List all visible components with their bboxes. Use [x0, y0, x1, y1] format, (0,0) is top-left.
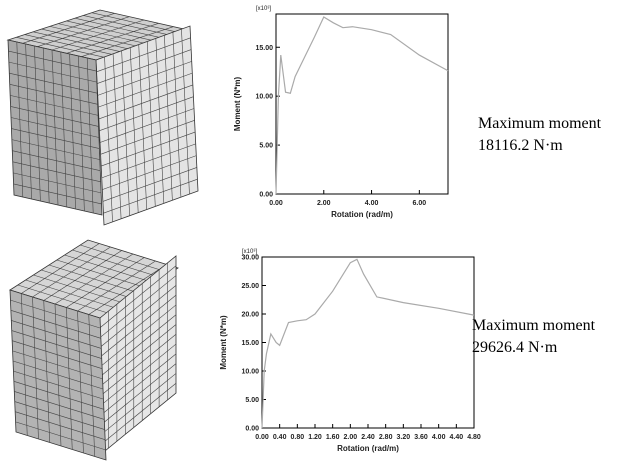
x-axis-label: Rotation (rad/m) [331, 210, 393, 219]
data-line [262, 259, 474, 428]
y-tick-label: 5.00 [259, 143, 273, 150]
plot-frame [276, 14, 448, 194]
x-tick-label: 4.80 [467, 434, 481, 441]
y-multiplier: [x10³] [242, 249, 257, 255]
y-tick-label: 20.00 [241, 312, 259, 319]
x-tick-label: 2.00 [344, 434, 358, 441]
y-tick-label: 10.00 [241, 369, 259, 376]
x-tick-label: 1.60 [326, 434, 340, 441]
y-axis-label: Moment (N*m) [219, 315, 228, 370]
x-tick-label: 2.80 [379, 434, 393, 441]
annotation: 18116.2 N·m [478, 137, 563, 154]
x-tick-label: 0.40 [273, 434, 287, 441]
x-tick-label: 0.80 [291, 434, 305, 441]
y-multiplier: [x10³] [256, 6, 271, 12]
x-tick-label: 4.00 [365, 200, 379, 207]
x-tick-label: 3.60 [414, 434, 428, 441]
x-tick-label: 0.00 [269, 200, 283, 207]
y-tick-label: 15.00 [241, 340, 259, 347]
y-tick-label: 15.00 [255, 45, 273, 52]
y-axis-label: Moment (N*m) [233, 77, 242, 132]
x-tick-label: 6.00 [413, 200, 427, 207]
x-tick-label: 4.00 [432, 434, 446, 441]
x-tick-label: 3.20 [397, 434, 411, 441]
y-tick-label: 30.00 [241, 255, 259, 262]
y-tick-label: 0.00 [245, 426, 259, 433]
figure: 0.00 5.00 10.00 15.00 0.00 2.00 4.00 6.00 [x10³]… [0, 0, 637, 463]
mesh-images [8, 10, 198, 460]
x-axis-label: Rotation (rad/m) [337, 444, 399, 453]
y-tick-label: 0.00 [259, 192, 273, 199]
data-line [276, 17, 448, 194]
annotation: Maximum moment [472, 317, 596, 334]
y-tick-label: 25.00 [241, 283, 259, 290]
x-tick-label: 0.00 [255, 434, 269, 441]
x-tick-label: 2.00 [317, 200, 331, 207]
annotation: 29626.4 N·m [472, 339, 558, 356]
y-tick-label: 5.00 [245, 397, 259, 404]
annotation: Maximum moment [478, 115, 602, 132]
x-tick-label: 1.20 [308, 434, 322, 441]
x-tick-label: 4.40 [450, 434, 464, 441]
y-tick-label: 10.00 [255, 94, 273, 101]
x-tick-label: 2.40 [361, 434, 375, 441]
